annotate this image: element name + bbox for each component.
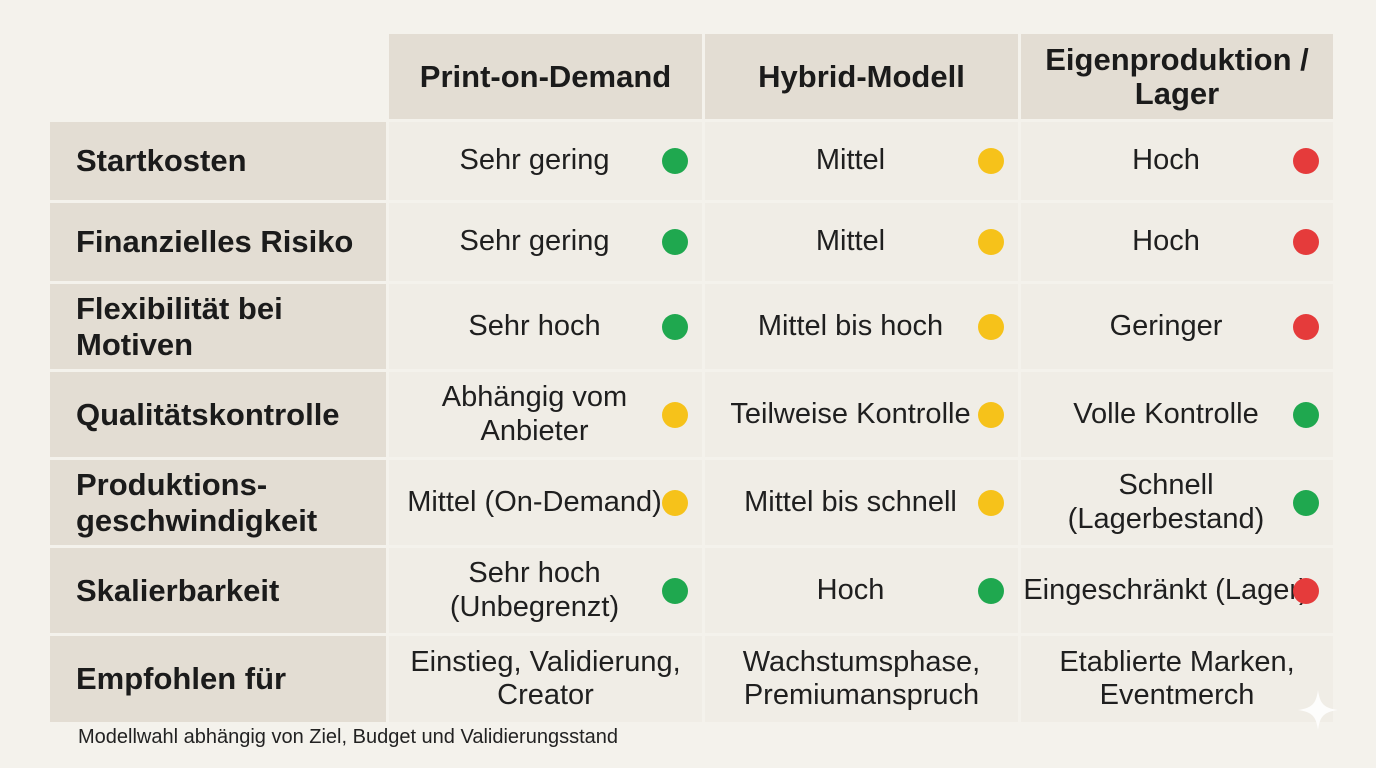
cell-text: Sehr gering xyxy=(459,225,610,258)
status-dot-icon xyxy=(1293,229,1319,255)
row-header-skalierbarkeit: Skalierbarkeit xyxy=(50,548,386,633)
table-cell: Geringer xyxy=(1021,284,1333,369)
status-dot-icon xyxy=(662,577,688,604)
status-dot-icon xyxy=(662,489,688,516)
cell-text: Abhängig vom Anbieter xyxy=(441,381,628,447)
cell-text: Hoch xyxy=(816,573,885,606)
cell-text: Mittel bis schnell xyxy=(744,485,957,518)
cell-text: Sehr hoch xyxy=(468,309,601,342)
row-header-label: Empfohlen für xyxy=(76,661,287,697)
table-cell: Volle Kontrolle xyxy=(1021,372,1333,457)
status-dot-icon xyxy=(662,148,688,174)
footnote: Modellwahl abhängig von Ziel, Budget und… xyxy=(78,726,618,748)
table-cell: Mittel bis hoch xyxy=(705,284,1018,369)
table-cell: Mittel (On-Demand) xyxy=(389,460,702,545)
table-cell: Sehr gering xyxy=(389,122,702,200)
cell-text: Eingeschränkt (Lager) xyxy=(1023,573,1309,606)
cell-text: Mittel xyxy=(815,225,886,258)
table-cell: Hoch xyxy=(705,548,1018,633)
column-header-label: Hybrid-Modell xyxy=(758,58,965,94)
status-dot-icon xyxy=(978,313,1004,340)
cell-text: Mittel bis hoch xyxy=(757,309,944,342)
table-cell: Sehr gering xyxy=(389,203,702,281)
cell-text: Hoch xyxy=(1132,144,1200,177)
row-header-label: Flexibilität bei Motiven xyxy=(76,290,283,362)
cell-text: Teilweise Kontrolle xyxy=(730,397,971,430)
status-dot-icon xyxy=(978,401,1004,428)
cell-text: Wachstumsphase, Premiumanspruch xyxy=(742,645,981,711)
row-header-empfohlen-fuer: Empfohlen für xyxy=(50,636,386,722)
row-header-flexibilitaet: Flexibilität bei Motiven xyxy=(50,284,386,369)
sparkle-icon xyxy=(1298,690,1338,730)
cell-text: Einstieg, Validierung, Creator xyxy=(410,645,681,711)
status-dot-icon xyxy=(1293,313,1319,340)
cell-text: Sehr gering xyxy=(459,144,610,177)
column-header-hybrid: Hybrid-Modell xyxy=(705,34,1018,119)
cell-text: Mittel xyxy=(815,144,886,177)
status-dot-icon xyxy=(1293,401,1319,428)
table-cell: Mittel bis schnell xyxy=(705,460,1018,545)
table-cell: Abhängig vom Anbieter xyxy=(389,372,702,457)
corner-cell xyxy=(50,34,386,119)
column-header-print-on-demand: Print-on-Demand xyxy=(389,34,702,119)
table-cell: Eingeschränkt (Lager) xyxy=(1021,548,1333,633)
cell-text: Sehr hoch (Unbegrenzt) xyxy=(449,557,620,623)
row-header-qualitaetskontrolle: Qualitätskontrolle xyxy=(50,372,386,457)
status-dot-icon xyxy=(662,229,688,255)
row-header-produktionsgeschwindigkeit: Produktions- geschwindigkeit xyxy=(50,460,386,545)
column-header-label: Eigenproduktion / Lager xyxy=(1045,42,1309,111)
table-cell: Mittel xyxy=(705,122,1018,200)
status-dot-icon xyxy=(1293,148,1319,174)
table-cell: Wachstumsphase, Premiumanspruch xyxy=(705,636,1018,722)
cell-text: Mittel (On-Demand) xyxy=(407,485,662,518)
status-dot-icon xyxy=(978,229,1004,255)
column-header-label: Print-on-Demand xyxy=(419,58,672,94)
status-dot-icon xyxy=(1293,489,1319,516)
cell-text: Schnell (Lagerbestand) xyxy=(1067,469,1265,535)
table-cell: Einstieg, Validierung, Creator xyxy=(389,636,702,722)
cell-text: Geringer xyxy=(1109,309,1223,342)
comparison-table: Print-on-Demand Hybrid-Modell Eigenprodu… xyxy=(50,34,1333,722)
status-dot-icon xyxy=(978,489,1004,516)
row-header-label: Produktions- geschwindigkeit xyxy=(76,466,318,538)
status-dot-icon xyxy=(1293,577,1319,604)
table-cell: Mittel xyxy=(705,203,1018,281)
row-header-label: Qualitätskontrolle xyxy=(76,396,340,432)
status-dot-icon xyxy=(662,401,688,428)
status-dot-icon xyxy=(978,577,1004,604)
row-header-startkosten: Startkosten xyxy=(50,122,386,200)
table-cell: Hoch xyxy=(1021,122,1333,200)
table-cell: Etablierte Marken, Eventmerch xyxy=(1021,636,1333,722)
table-cell: Sehr hoch (Unbegrenzt) xyxy=(389,548,702,633)
status-dot-icon xyxy=(662,313,688,340)
row-header-label: Skalierbarkeit xyxy=(76,572,280,608)
cell-text: Hoch xyxy=(1132,225,1200,258)
table-cell: Schnell (Lagerbestand) xyxy=(1021,460,1333,545)
row-header-label: Startkosten xyxy=(76,143,247,179)
status-dot-icon xyxy=(978,148,1004,174)
cell-text: Volle Kontrolle xyxy=(1073,397,1259,430)
cell-text: Etablierte Marken, Eventmerch xyxy=(1059,645,1295,711)
column-header-eigenproduktion: Eigenproduktion / Lager xyxy=(1021,34,1333,119)
table-cell: Sehr hoch xyxy=(389,284,702,369)
table-cell: Teilweise Kontrolle xyxy=(705,372,1018,457)
row-header-label: Finanzielles Risiko xyxy=(76,224,354,260)
row-header-finanzielles-risiko: Finanzielles Risiko xyxy=(50,203,386,281)
table-cell: Hoch xyxy=(1021,203,1333,281)
